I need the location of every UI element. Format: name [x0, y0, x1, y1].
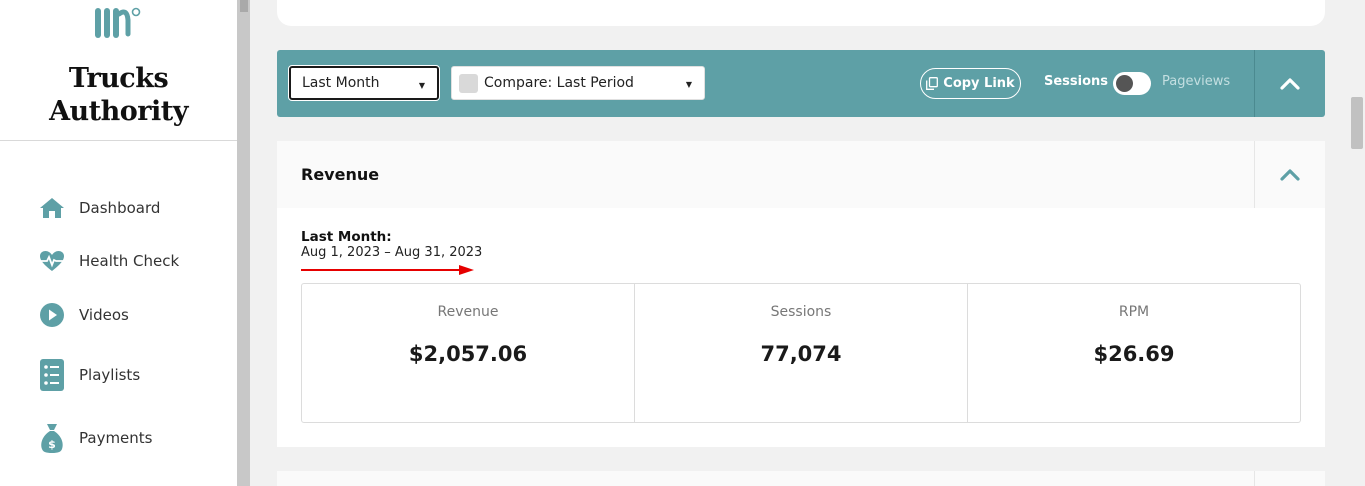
sidebar-scrollbar[interactable]	[237, 0, 250, 486]
caret-down-icon: ▼	[418, 81, 425, 90]
revenue-header-divider	[1254, 141, 1255, 208]
stat-label: Revenue	[437, 304, 499, 320]
page-scrollbar-thumb[interactable]	[1351, 97, 1363, 149]
page-scrollbar[interactable]	[1348, 0, 1365, 486]
toggle-sessions-label: Sessions	[1044, 74, 1109, 89]
copy-icon	[926, 77, 939, 90]
period-select[interactable]: Last Month ▼	[288, 65, 440, 101]
stats-grid: Revenue $2,057.06 Sessions 77,074 RPM $2…	[301, 283, 1301, 423]
sidebar-item-label: Videos	[79, 306, 129, 324]
filter-collapse-button[interactable]	[1255, 50, 1325, 117]
stat-rpm: RPM $26.69	[968, 284, 1300, 422]
revenue-header: Revenue	[277, 141, 1325, 208]
next-card-header	[277, 471, 1325, 486]
brand-divider	[0, 140, 237, 141]
date-range-label: Last Month:	[301, 229, 392, 245]
heartbeat-icon	[38, 245, 66, 277]
sidebar-item-health-check[interactable]: Health Check	[38, 241, 179, 281]
period-select-value: Last Month	[302, 75, 380, 91]
chevron-up-icon	[1280, 169, 1300, 181]
stat-label: RPM	[1118, 304, 1150, 320]
date-range-value: Aug 1, 2023 – Aug 31, 2023	[301, 245, 483, 260]
compare-select-value: Compare: Last Period	[484, 75, 634, 91]
caret-down-icon: ▼	[685, 80, 692, 89]
sidebar-item-label: Playlists	[79, 366, 141, 384]
annotation-arrow-icon	[301, 265, 474, 275]
home-icon	[38, 192, 66, 224]
money-bag-icon: $	[38, 422, 66, 454]
stat-value: 77,074	[760, 342, 842, 366]
svg-text:$: $	[48, 438, 56, 451]
sidebar-scrollbar-thumb[interactable]	[240, 0, 248, 12]
sidebar-item-payments[interactable]: $ Payments	[38, 418, 152, 458]
sidebar: Trucks Authority Dashboard Health Check …	[0, 0, 237, 486]
filter-bar: Last Month ▼ Compare: Last Period ▼ Copy…	[277, 50, 1325, 117]
brand-name: Trucks Authority	[49, 63, 188, 127]
sessions-pageviews-toggle[interactable]	[1113, 72, 1151, 95]
brand-logo-icon	[95, 7, 141, 38]
stat-value: $26.69	[1093, 342, 1175, 366]
stat-label: Sessions	[770, 304, 832, 320]
checklist-icon	[38, 359, 66, 391]
toggle-pageviews-label: Pageviews	[1162, 74, 1231, 89]
toggle-knob	[1116, 75, 1133, 92]
sidebar-item-dashboard[interactable]: Dashboard	[38, 188, 160, 228]
compare-select[interactable]: Compare: Last Period ▼	[451, 66, 705, 100]
revenue-title: Revenue	[301, 165, 380, 184]
sidebar-item-label: Health Check	[79, 252, 180, 270]
stat-value: $2,057.06	[408, 342, 528, 366]
stat-sessions: Sessions 77,074	[635, 284, 968, 422]
revenue-card: Revenue Last Month: Aug 1, 2023 – Aug 31…	[277, 141, 1325, 447]
sidebar-item-label: Dashboard	[79, 199, 161, 217]
copy-link-label: Copy Link	[943, 76, 1015, 91]
next-card-divider	[1254, 471, 1255, 486]
sidebar-item-videos[interactable]: Videos	[38, 295, 129, 335]
sidebar-item-label: Payments	[79, 429, 153, 447]
compare-color-swatch	[459, 73, 478, 93]
revenue-collapse-button[interactable]	[1255, 141, 1325, 208]
top-card	[277, 0, 1325, 26]
copy-link-button[interactable]: Copy Link	[920, 68, 1021, 99]
chevron-up-icon	[1280, 78, 1300, 90]
stat-revenue: Revenue $2,057.06	[302, 284, 635, 422]
filter-bar-divider	[1254, 50, 1255, 117]
play-circle-icon	[38, 299, 66, 331]
sidebar-item-playlists[interactable]: Playlists	[38, 355, 140, 395]
